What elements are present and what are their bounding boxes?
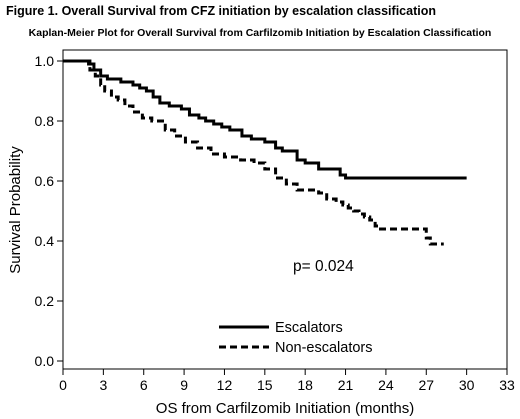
legend-label: Non-escalators — [275, 340, 373, 356]
y-tick-label: 0.2 — [35, 293, 55, 309]
y-tick-label: 0.4 — [35, 233, 55, 249]
y-tick-label: 0.8 — [35, 113, 55, 129]
x-tick-label: 33 — [499, 377, 515, 393]
p-value-annotation: p= 0.024 — [293, 258, 354, 275]
y-axis: 0.0 0.2 0.4 0.6 0.8 1.0 — [35, 53, 63, 369]
legend: Escalators Non-escalators — [219, 320, 373, 356]
x-tick-label: 15 — [257, 377, 273, 393]
figure-title: Figure 1. Overall Survival from CFZ init… — [6, 4, 436, 18]
x-tick-label: 24 — [378, 377, 394, 393]
y-tick-label: 0.0 — [35, 353, 55, 369]
x-tick-label: 9 — [180, 377, 188, 393]
x-tick-label: 30 — [459, 377, 475, 393]
chart-title: Kaplan-Meier Plot for Overall Survival f… — [28, 27, 492, 39]
y-tick-label: 0.6 — [35, 173, 55, 189]
x-tick-label: 6 — [140, 377, 148, 393]
x-tick-label: 3 — [99, 377, 107, 393]
series-line-non-escalators — [63, 59, 444, 246]
plot-frame — [62, 49, 508, 370]
series-lines — [63, 59, 467, 246]
x-tick-label: 18 — [297, 377, 313, 393]
x-axis-label: OS from Carfilzomib Initiation (months) — [156, 400, 414, 417]
legend-label: Escalators — [275, 320, 343, 336]
y-tick-label: 1.0 — [35, 53, 55, 69]
x-tick-label: 12 — [217, 377, 233, 393]
x-tick-label: 0 — [59, 377, 67, 393]
x-tick-label: 27 — [418, 377, 434, 393]
x-axis: 0 3 6 9 12 15 18 21 24 27 30 33 — [59, 369, 515, 393]
series-line-escalators — [63, 59, 467, 180]
x-tick-label: 21 — [338, 377, 354, 393]
y-axis-label: Survival Probability — [7, 146, 24, 274]
